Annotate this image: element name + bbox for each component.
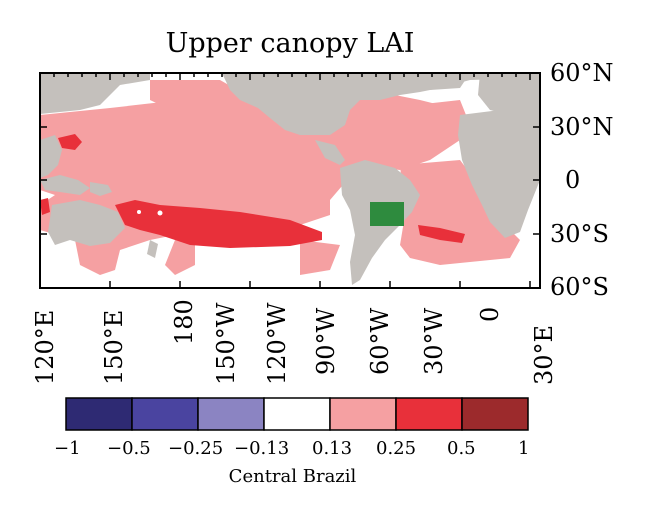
lat-label-30s: 30°S xyxy=(550,220,609,248)
marker-dot xyxy=(137,210,141,214)
lat-label-60n: 60°N xyxy=(550,59,614,87)
lon-label-150e: 150°E xyxy=(100,309,128,385)
lon-label-180: 180 xyxy=(170,299,198,345)
anomaly-light-red xyxy=(40,80,520,275)
colorbar-tick-label: 0.5 xyxy=(447,438,476,459)
colorbar-tick-label: −0.13 xyxy=(234,438,290,459)
colorbar-tick-label: −1 xyxy=(54,438,81,459)
marker-dot xyxy=(157,210,163,216)
lon-label-120e: 120°E xyxy=(31,309,59,385)
map-title: Upper canopy LAI xyxy=(165,28,415,59)
lon-label-30w: 30°W xyxy=(420,307,448,375)
lon-label-120w: 120°W xyxy=(263,302,291,385)
colorbar-tick-label: 1 xyxy=(518,438,530,459)
land-mask xyxy=(40,73,540,285)
lat-label-60s: 60°S xyxy=(550,273,609,301)
lon-label-30e: 30°E xyxy=(530,324,558,385)
lon-label-150w: 150°W xyxy=(212,302,240,385)
lat-label-30n: 30°N xyxy=(550,113,614,141)
colorbar-tick-label: −0.5 xyxy=(107,438,151,459)
anomaly-red xyxy=(40,134,465,248)
central-brazil-box xyxy=(370,202,404,226)
colorbar-tick-label: 0.25 xyxy=(376,438,417,459)
lat-label-eq: 0 xyxy=(565,166,581,194)
colorbar-tick-label: −0.25 xyxy=(168,438,224,459)
lon-label-90w: 90°W xyxy=(312,307,340,375)
lon-label-0: 0 xyxy=(476,306,504,322)
colorbar-tick-label: 0.13 xyxy=(312,438,353,459)
colorbar-caption: Central Brazil xyxy=(228,466,357,487)
lon-label-60w: 60°W xyxy=(366,307,394,375)
axis-ticks xyxy=(39,73,540,288)
